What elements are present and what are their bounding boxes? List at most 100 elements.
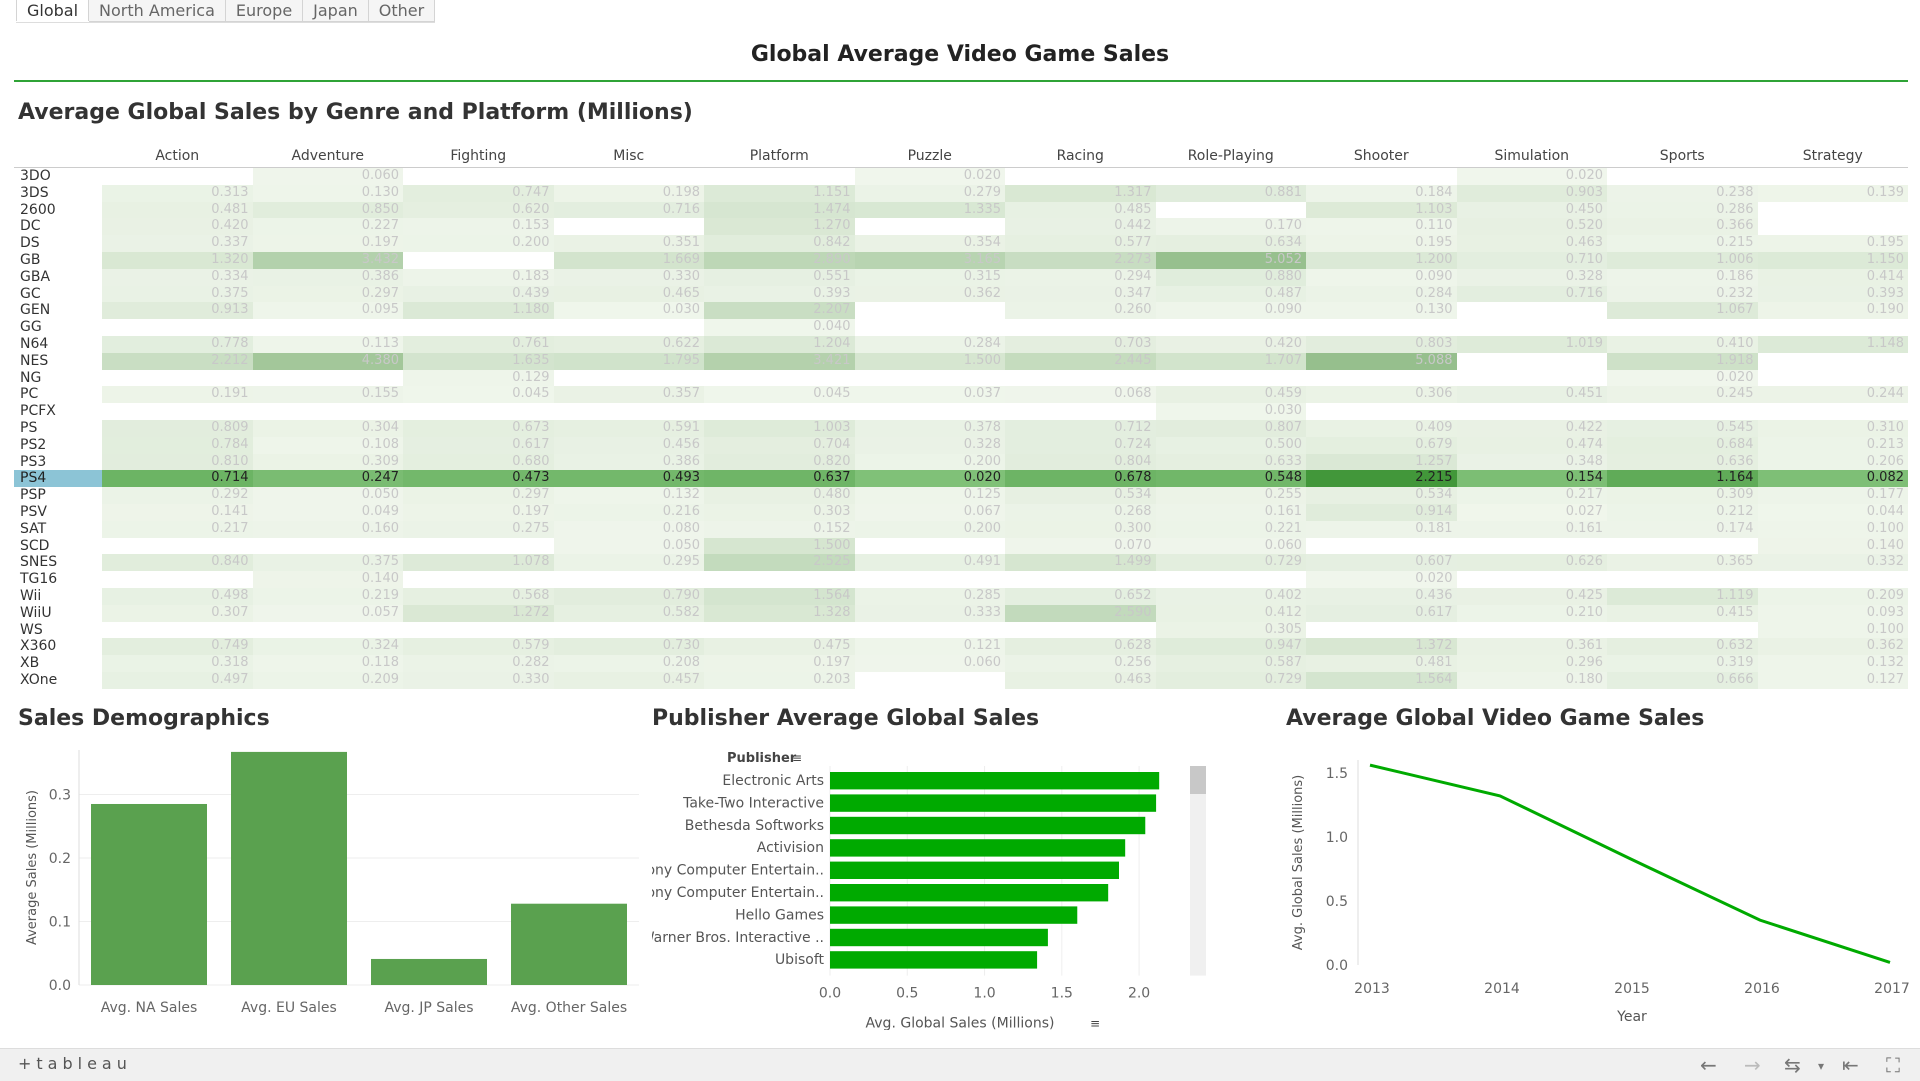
- heatmap-row[interactable]: WS 0.305 0.100: [14, 621, 1908, 639]
- platform-label[interactable]: DS: [20, 235, 40, 252]
- heatmap-cell[interactable]: 1.474: [704, 201, 855, 219]
- heatmap-row[interactable]: TG16 0.140 0.020: [14, 571, 1908, 588]
- heatmap-cell[interactable]: [253, 319, 404, 336]
- heatmap-cell[interactable]: 0.579: [403, 638, 554, 656]
- heatmap-cell[interactable]: 0.306: [1306, 386, 1457, 404]
- heatmap-row[interactable]: WiiU 0.307 0.057 1.272 0.582 1.328 0.333 2.590 0…: [14, 604, 1908, 622]
- heatmap-cell[interactable]: 1.500: [704, 537, 855, 555]
- heatmap-cell[interactable]: 1.257: [1306, 453, 1457, 471]
- heatmap-cell[interactable]: 0.067: [854, 503, 1005, 521]
- heatmap-cell[interactable]: [1457, 370, 1608, 387]
- heatmap-cell[interactable]: 0.474: [1456, 436, 1607, 454]
- heatmap-cell[interactable]: 1.372: [1306, 638, 1457, 656]
- platform-label[interactable]: XB: [20, 655, 40, 672]
- heatmap-cell[interactable]: 0.200: [854, 453, 1005, 471]
- publisher-chart[interactable]: Publisher ≡ 0.0 0.5 1.0 1.5 2.0 Electronic Arts…: [638, 740, 1272, 1032]
- heatmap-cell[interactable]: [403, 403, 554, 420]
- heatmap-cell[interactable]: 0.761: [403, 335, 554, 353]
- heatmap-cell[interactable]: 0.208: [553, 655, 704, 672]
- heatmap-cell[interactable]: 0.307: [102, 604, 253, 622]
- heatmap-cell[interactable]: 0.716: [553, 201, 704, 219]
- heatmap-cell[interactable]: 0.195: [1757, 235, 1908, 252]
- heatmap-cell[interactable]: 0.591: [553, 419, 704, 437]
- heatmap-cell[interactable]: 0.362: [854, 285, 1005, 303]
- heatmap-cell[interactable]: 0.362: [1757, 638, 1908, 656]
- heatmap-cell[interactable]: 0.410: [1607, 335, 1758, 353]
- heatmap-cell[interactable]: 0.209: [1757, 587, 1908, 605]
- heatmap-cell[interactable]: 0.548: [1155, 470, 1306, 488]
- heatmap-cell[interactable]: [1607, 403, 1758, 420]
- heatmap-cell[interactable]: [102, 571, 253, 588]
- heatmap-cell[interactable]: 0.215: [1607, 235, 1758, 252]
- heatmap-cell[interactable]: 0.170: [1155, 218, 1306, 236]
- heatmap-cell[interactable]: 0.190: [1757, 302, 1908, 320]
- heatmap-cell[interactable]: 1.335: [854, 201, 1005, 219]
- heatmap-cell[interactable]: 0.219: [252, 587, 403, 605]
- heatmap-cell[interactable]: 1.164: [1607, 470, 1758, 488]
- platform-label[interactable]: TG16: [20, 571, 58, 588]
- revert-icon[interactable]: ⇆: [1784, 1053, 1801, 1077]
- heatmap-cell[interactable]: 0.456: [553, 436, 704, 454]
- heatmap-cell[interactable]: 0.617: [1306, 604, 1457, 622]
- heatmap-cell[interactable]: 0.020: [1607, 369, 1758, 387]
- heatmap-cell[interactable]: [855, 370, 1006, 387]
- heatmap-cell[interactable]: [554, 571, 705, 588]
- platform-label[interactable]: SAT: [20, 520, 47, 537]
- heatmap-cell[interactable]: [1306, 319, 1457, 336]
- heatmap-cell[interactable]: 0.568: [403, 587, 554, 605]
- heatmap-cell[interactable]: [102, 370, 253, 387]
- heatmap-row[interactable]: GB 1.320 3.432 1.669 2.890 3.165 2.273 5.052 1.2…: [14, 251, 1908, 269]
- heatmap-row[interactable]: 3DS 0.313 0.130 0.747 0.198 1.151 0.279 1.317 0.…: [14, 184, 1908, 202]
- heatmap-cell[interactable]: 0.210: [1456, 604, 1607, 622]
- platform-label[interactable]: PC: [20, 386, 39, 403]
- heatmap-cell[interactable]: 0.296: [1456, 655, 1607, 672]
- heatmap-cell[interactable]: 0.295: [553, 554, 704, 572]
- heatmap-cell[interactable]: 0.634: [1155, 235, 1306, 252]
- platform-label[interactable]: WiiU: [20, 604, 52, 621]
- heatmap-cell[interactable]: 0.463: [1456, 235, 1607, 252]
- heatmap-cell[interactable]: 0.790: [553, 587, 704, 605]
- heatmap-cell[interactable]: [855, 622, 1006, 639]
- heatmap-cell[interactable]: 0.286: [1607, 201, 1758, 219]
- heatmap-row[interactable]: PSP 0.292 0.050 0.297 0.132 0.480 0.125 0.534 0.…: [14, 487, 1908, 504]
- heatmap-row[interactable]: 3DO 0.060 0.020 0.020: [14, 167, 1908, 185]
- heatmap-cell[interactable]: 1.270: [704, 218, 855, 236]
- tab-global[interactable]: Global: [16, 0, 90, 21]
- bar[interactable]: [830, 951, 1038, 969]
- heatmap-cell[interactable]: [1156, 319, 1307, 336]
- heatmap-cell[interactable]: 0.268: [1005, 503, 1156, 521]
- heatmap-cell[interactable]: 0.328: [854, 436, 1005, 454]
- heatmap-cell[interactable]: [102, 403, 253, 420]
- heatmap-cell[interactable]: 0.191: [102, 386, 253, 404]
- heatmap-cell[interactable]: 1.200: [1306, 251, 1457, 269]
- heatmap-cell[interactable]: 0.620: [403, 201, 554, 219]
- heatmap-cell[interactable]: 0.197: [403, 503, 554, 521]
- heatmap-row[interactable]: DS 0.337 0.197 0.200 0.351 0.842 0.354 0.577 0.6…: [14, 235, 1908, 252]
- heatmap-cell[interactable]: 0.914: [1306, 503, 1457, 521]
- heatmap-cell[interactable]: 0.332: [1757, 554, 1908, 572]
- heatmap-cell[interactable]: 0.439: [403, 285, 554, 303]
- heatmap-cell[interactable]: [102, 538, 253, 555]
- bar[interactable]: [830, 928, 1048, 947]
- heatmap-cell[interactable]: [1457, 571, 1608, 588]
- heatmap-cell[interactable]: 0.161: [1456, 520, 1607, 538]
- platform-label[interactable]: PS3: [20, 453, 47, 470]
- heatmap-cell[interactable]: 0.140: [1757, 537, 1908, 555]
- heatmap-cell[interactable]: [554, 168, 705, 185]
- heatmap-cell[interactable]: 0.181: [1306, 520, 1457, 538]
- heatmap-cell[interactable]: 5.052: [1155, 251, 1306, 269]
- platform-label[interactable]: GBA: [20, 268, 51, 285]
- bar[interactable]: [91, 803, 207, 985]
- heatmap-cell[interactable]: 0.450: [1456, 201, 1607, 219]
- heatmap-cell[interactable]: 0.712: [1005, 419, 1156, 437]
- heatmap-cell[interactable]: 0.050: [553, 537, 704, 555]
- heatmap-cell[interactable]: [1457, 319, 1608, 336]
- heatmap-cell[interactable]: [102, 622, 253, 639]
- heatmap-cell[interactable]: 0.637: [704, 470, 855, 488]
- heatmap-cell[interactable]: 0.632: [1607, 638, 1758, 656]
- heatmap-cell[interactable]: 0.804: [1005, 453, 1156, 471]
- heatmap-cell[interactable]: 0.186: [1607, 268, 1758, 286]
- heatmap-cell[interactable]: 0.324: [252, 638, 403, 656]
- heatmap-row[interactable]: PCFX 0.030: [14, 403, 1908, 420]
- heatmap-cell[interactable]: 0.315: [854, 268, 1005, 286]
